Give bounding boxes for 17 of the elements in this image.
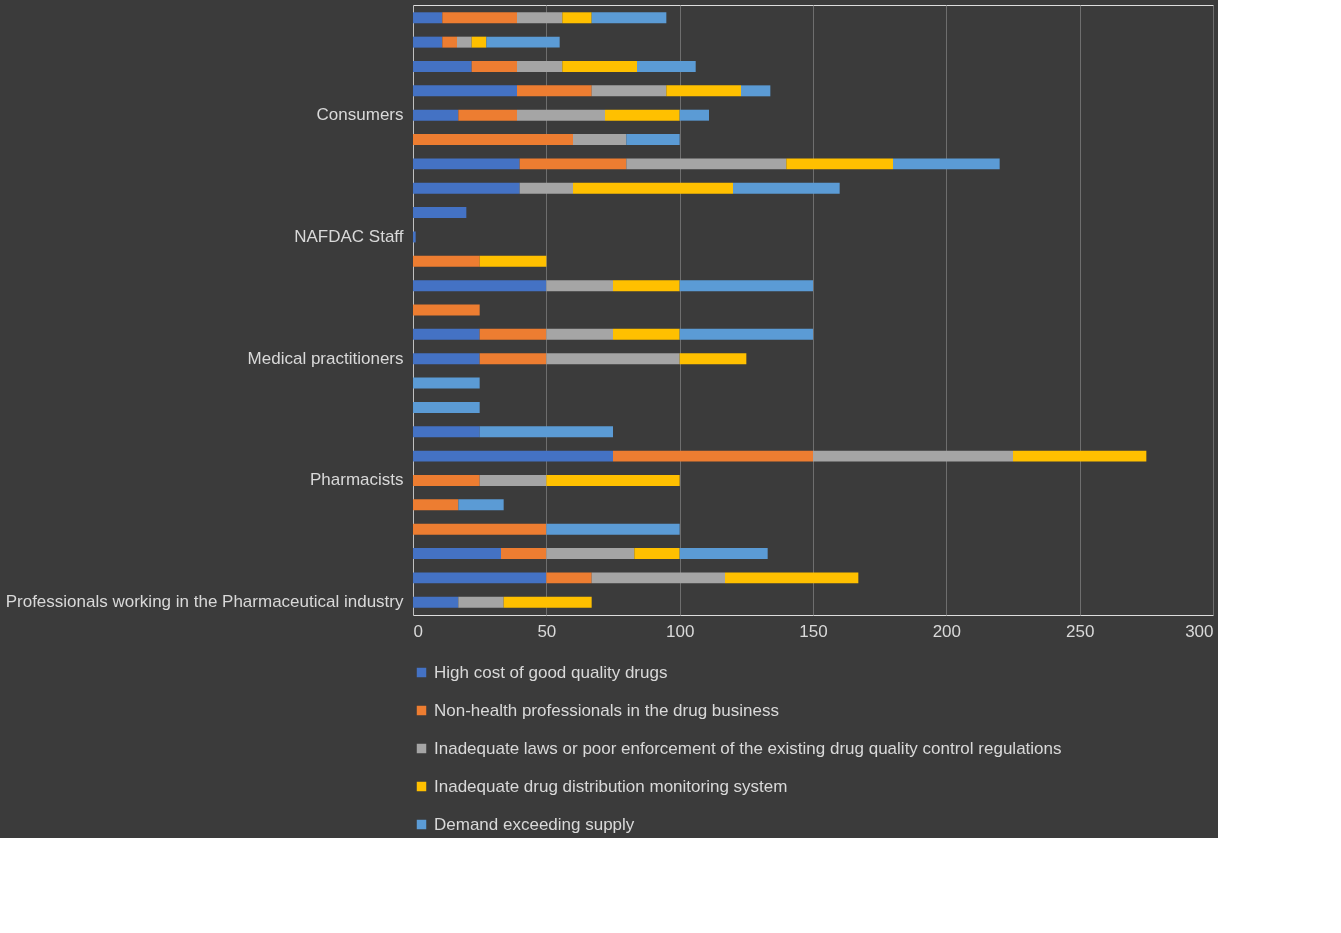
x-tick-label: 100 [665, 621, 695, 641]
x-tick-label: 0 [413, 621, 423, 641]
legend-label: High cost of good quality drugs [434, 662, 668, 682]
x-tick-label: 50 [537, 621, 557, 641]
legend-label: Non-health professionals in the drug business [434, 700, 779, 720]
y-tick-label: NAFDAC Staff [294, 226, 404, 246]
y-tick-label: Pharmacists [309, 470, 404, 490]
x-tick-label: 200 [932, 621, 962, 641]
legend-label: Inadequate laws or poor enforcement of the existing drug quality control regulations [434, 738, 1062, 758]
y-tick-label: Medical practitioners [247, 348, 404, 368]
y-tick-label: Professionals working in the Pharmaceutical industry [5, 592, 404, 612]
y-tick-label: Consumers [316, 105, 404, 125]
legend-label: Inadequate drug distribution monitoring system [434, 776, 788, 796]
x-tick-label: 150 [799, 621, 828, 641]
x-tick-label: 300 [1185, 621, 1214, 641]
x-tick-label: 250 [1065, 621, 1095, 641]
legend-label: Demand exceeding supply [434, 814, 635, 834]
